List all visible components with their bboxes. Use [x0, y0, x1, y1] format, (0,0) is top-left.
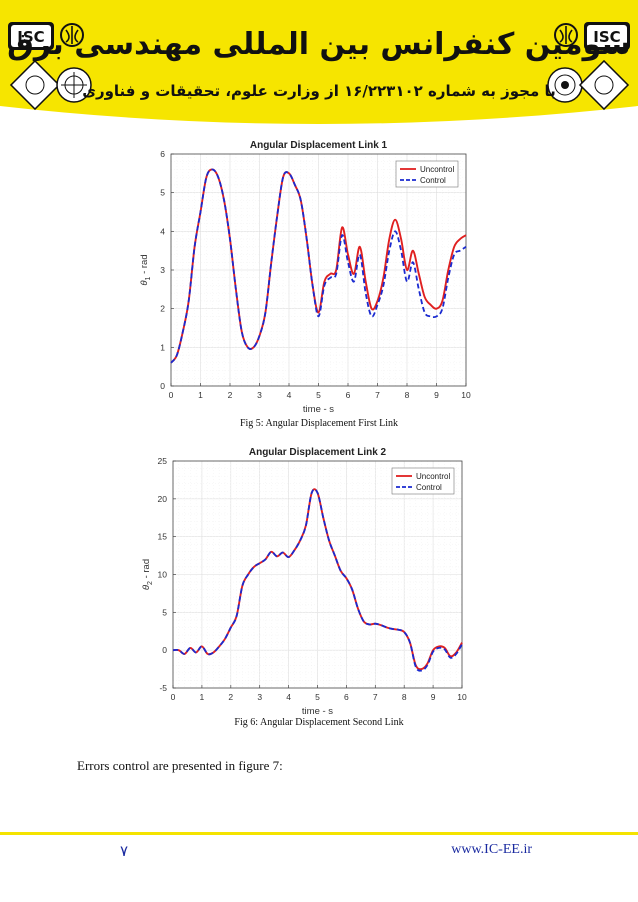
x-tick-label: 2 [228, 692, 233, 702]
y-tick-label: 6 [160, 149, 165, 159]
y-tick-label: 10 [158, 570, 168, 580]
university-seal-icon-2 [56, 67, 92, 103]
x-tick-label: 2 [228, 390, 233, 400]
figure-6-caption: Fig 6: Angular Displacement Second Link [234, 717, 404, 728]
y-tick-label: 5 [162, 607, 167, 617]
y-tick-label: 25 [158, 456, 168, 466]
x-tick-label: 7 [375, 390, 380, 400]
figure-6: Angular Displacement Link 2 0 1 2 3 4 5 6 7 8 9 10-… [0, 441, 638, 741]
university-seal-icon-1 [9, 59, 61, 111]
legend-entry: Control [416, 483, 442, 492]
y-tick-label: 20 [158, 494, 168, 504]
x-tick-label: 1 [198, 390, 203, 400]
y-axis-label: θ1 - rad [139, 254, 152, 285]
x-tick-label: 6 [344, 692, 349, 702]
y-axis-label-text: θ2 - rad [141, 559, 154, 590]
chart-link2: Angular Displacement Link 20 1 2 3 4 5 6 7 8 9 10-… [141, 447, 467, 717]
figure-5: Angular Displacement Link 1 0 1 2 3 4 5 6 7 8 9 10 0… [0, 134, 638, 429]
university-seal-icon-4 [578, 59, 630, 111]
legend-box [395, 160, 459, 188]
y-tick-label: 0 [160, 381, 165, 391]
iran-emblem-icon-left [60, 23, 84, 47]
x-tick-label: 3 [257, 390, 262, 400]
footer-url[interactable]: www.IC-EE.ir [451, 842, 532, 857]
x-tick-label: 8 [402, 692, 407, 702]
isc-logo-right: ISC [584, 22, 630, 50]
x-tick-label: 1 [200, 692, 205, 702]
page-number: ۷ [120, 844, 129, 860]
y-tick-label: 4 [160, 226, 165, 236]
isc-logo-left-text: ISC [17, 28, 44, 46]
y-tick-label: 15 [158, 532, 168, 542]
y-tick-label: 2 [160, 304, 165, 314]
x-tick-label: 9 [434, 390, 439, 400]
y-axis-label-unit: - rad [141, 559, 152, 581]
y-tick-label: 3 [160, 265, 165, 275]
x-tick-label: 4 [287, 390, 292, 400]
y-tick-label: 0 [162, 645, 167, 655]
x-tick-label: 5 [316, 390, 321, 400]
y-tick-label: 5 [160, 188, 165, 198]
banner-title: سومین کنفرانس بین المللی مهندسی برق [7, 27, 631, 62]
legend-entry: Uncontrol [416, 472, 450, 481]
x-tick-label: 9 [431, 692, 436, 702]
figure-5-caption: Fig 5: Angular Displacement First Link [239, 418, 399, 429]
y-axis-label-text: θ1 - rad [139, 254, 152, 285]
legend-entry: Uncontrol [420, 165, 454, 174]
y-axis-label: θ2 - rad [141, 559, 154, 590]
isc-logo-right-text: ISC [593, 28, 620, 46]
x-tick-label: 4 [286, 692, 291, 702]
x-tick-label: 8 [405, 390, 410, 400]
chart-title: Angular Displacement Link 1 [250, 140, 388, 151]
y-axis-label-subscript: 1 [145, 276, 152, 280]
y-tick-label: 1 [160, 342, 165, 352]
legend-box [391, 467, 455, 495]
series-line-control [172, 488, 463, 672]
x-tick-label: 7 [373, 692, 378, 702]
series-line-control [170, 168, 467, 364]
banner-subtitle: با مجوز به شماره ۱۶/۲۲۳۱۰۲ از وزارت علوم… [82, 82, 556, 100]
body-paragraph: Errors control are presented in figure 7… [77, 758, 283, 773]
x-tick-label: 10 [461, 390, 471, 400]
x-tick-label: 0 [169, 390, 174, 400]
footer-divider [0, 832, 638, 835]
y-axis-label-symbol: θ [141, 584, 152, 590]
conference-banner: ISC ISC سومین کنفرانس بین المللی مهندسی … [0, 0, 638, 124]
x-tick-label: 10 [457, 692, 467, 702]
university-seal-icon-3 [547, 67, 583, 103]
y-tick-label: -5 [159, 683, 167, 693]
isc-logo-left: ISC [8, 22, 54, 50]
iran-emblem-icon-right [554, 23, 578, 47]
x-tick-label: 3 [257, 692, 262, 702]
x-tick-label: 5 [315, 692, 320, 702]
x-tick-label: 0 [171, 692, 176, 702]
x-axis-label: time - s [303, 404, 334, 414]
y-axis-label-unit: - rad [139, 254, 150, 276]
chart-title: Angular Displacement Link 2 [249, 447, 387, 458]
legend-entry: Control [420, 176, 446, 185]
y-axis-label-subscript: 2 [147, 581, 154, 585]
x-axis-label: time - s [302, 706, 333, 717]
x-tick-label: 6 [346, 390, 351, 400]
chart-link1: Angular Displacement Link 1 0 1 2 3 4 5 6 7 8 9 10 0… [139, 140, 471, 414]
y-axis-label-symbol: θ [139, 280, 150, 286]
